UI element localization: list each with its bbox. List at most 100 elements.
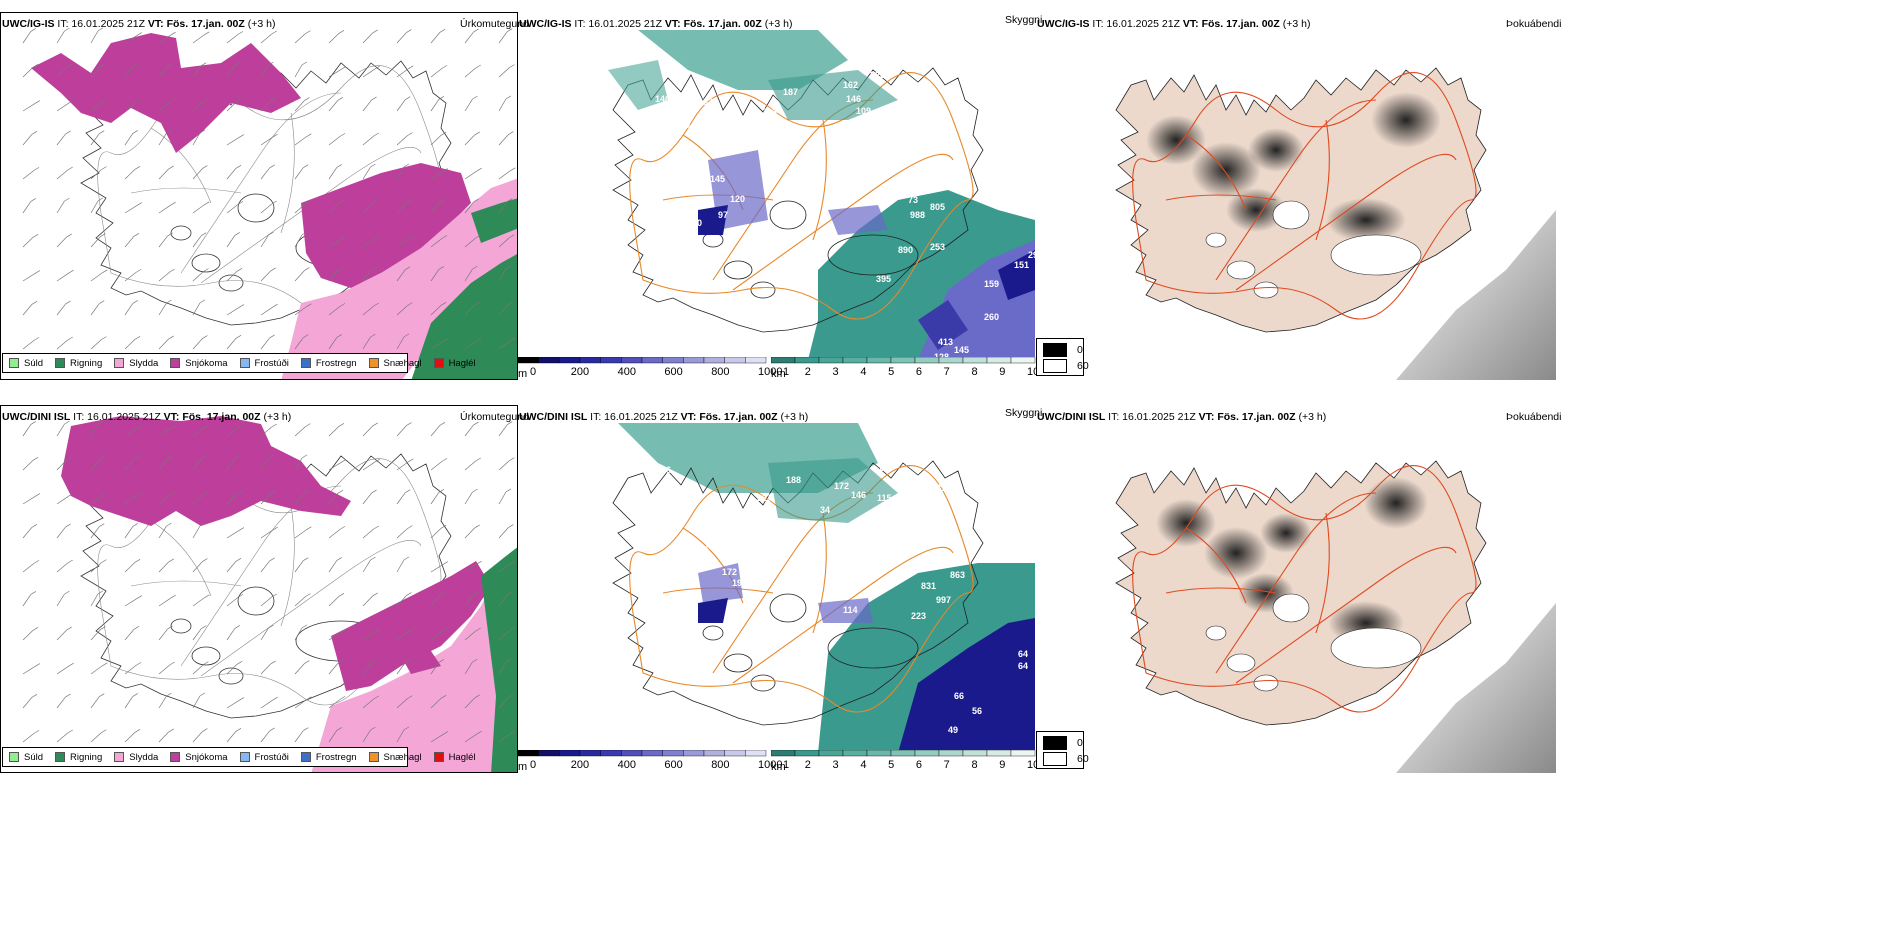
legend-swatch: [368, 752, 379, 762]
visibility-value-label: 198: [732, 578, 747, 588]
colorbar-cell: [517, 749, 539, 757]
visibility-value-label: 128: [934, 352, 949, 360]
legend-item: Frostúði: [239, 752, 289, 763]
colorbar-cell: [538, 356, 560, 364]
colorbar-cell: [745, 356, 767, 364]
fog-legend-top: 0 60: [1036, 338, 1089, 376]
legend-swatch: [433, 358, 444, 368]
visibility-value-label: 64: [1018, 661, 1028, 671]
colorbar-cell: [579, 356, 601, 364]
colorbar-km-svg: [770, 356, 1036, 364]
colorbar-cell: [724, 356, 746, 364]
visibility-value-label: 49: [948, 725, 958, 735]
visibility-value-label: 988: [910, 210, 925, 220]
fog-map: [1036, 423, 1556, 773]
precip-map: [1, 13, 518, 380]
legend-swatch: [9, 358, 19, 368]
colorbar-tick: 400: [617, 759, 636, 771]
visibility-panel-bottom: 150 74 81 146 115 188 172 227 34 476 466 172 198 116 1…: [518, 423, 1035, 753]
legend-item: Snjókoma: [170, 752, 228, 763]
visibility-value-label: 863: [950, 570, 965, 580]
colorbar-cell: [559, 749, 581, 757]
legend-swatch: [368, 358, 379, 368]
visibility-value-label: 227: [757, 493, 772, 503]
colorbar-tick: 8: [971, 759, 978, 771]
fog-panel-bottom: [1036, 423, 1556, 773]
colorbar-cell: [559, 356, 581, 364]
legend-item: Slydda: [114, 752, 158, 763]
visibility-value-label: 295: [1028, 250, 1035, 260]
colorbar-tick: 600: [664, 759, 683, 771]
colorbar-cell: [662, 356, 684, 364]
colorbar-tick: 1: [783, 366, 790, 378]
legend-swatch: [55, 752, 66, 762]
colorbar-gradient: [517, 356, 767, 364]
colorbar-cell: [641, 356, 663, 364]
colorbar-cell: [866, 356, 892, 364]
visibility-value-label: 109: [856, 106, 871, 116]
legend-swatch: [170, 358, 181, 368]
colorbar-meters-svg: [517, 356, 767, 364]
colorbar-tick: 2: [804, 366, 811, 378]
colorbar-cell: [724, 749, 746, 757]
visibility-value-label: 359: [675, 120, 690, 130]
visibility-value-label: 146: [846, 94, 861, 104]
fog-header-top: UWC/IG-IS IT: 16.01.2025 21Z VT: Fös. 17…: [1037, 18, 1311, 30]
precip-panel-bottom: [0, 405, 518, 773]
precip-header-top: UWC/IG-IS IT: 16.01.2025 21Z VT: Fös. 17…: [2, 18, 276, 30]
visibility-value-label: 831: [921, 581, 936, 591]
visibility-value-label: 74: [916, 493, 926, 503]
fog-legend-black: 0: [1043, 736, 1083, 750]
colorbar-cell: [517, 356, 539, 364]
visibility-panel-top: 226 98 113 162 146 109 187 393 146 339 359 145 120 97…: [518, 30, 1035, 360]
visibility-value-label: 64: [1018, 649, 1028, 659]
legend-swatch: [239, 752, 250, 762]
legend-swatch: [300, 358, 311, 368]
colorbar-cell: [938, 749, 964, 757]
visibility-value-label: 115: [877, 493, 892, 503]
visibility-value-label: 97: [718, 210, 728, 220]
visibility-value-label: 98: [922, 87, 932, 97]
colorbar-tick: 4: [860, 366, 867, 378]
colorbar-tick: 7: [943, 366, 950, 378]
colorbar-tick: 0: [530, 759, 537, 771]
visibility-value-label: 151: [1014, 260, 1029, 270]
legend-item: Rigning: [55, 752, 102, 763]
legend-item: Rigning: [55, 358, 102, 369]
colorbar-cell: [890, 356, 916, 364]
colorbar-meters-top: m 0 200 400 600 800 1000: [517, 356, 782, 380]
visibility-value-label: 890: [898, 245, 913, 255]
colorbar-unit: km: [771, 368, 786, 380]
legend-item: Frostúði: [239, 358, 289, 369]
visibility-value-label: 34: [820, 505, 830, 515]
colorbar-tick: 4: [860, 759, 867, 771]
visibility-header-top: UWC/IG-IS IT: 16.01.2025 21Z VT: Fös. 17…: [519, 18, 793, 30]
visibility-value-label: 752: [926, 560, 941, 570]
colorbar-cell: [703, 356, 725, 364]
colorbar-tick: 6: [915, 759, 922, 771]
colorbar-cell: [890, 749, 916, 757]
visibility-value-label: 113: [896, 94, 911, 104]
colorbar-tick: 0: [530, 366, 537, 378]
colorbar-gradient: [770, 356, 1036, 364]
visibility-header-bottom: UWC/DINI ISL IT: 16.01.2025 21Z VT: Fös.…: [519, 411, 809, 423]
visibility-value-label: 90: [692, 218, 702, 228]
legend-swatch: [114, 752, 125, 762]
colorbar-meters-bottom: m 0 200 400 600 800 1000: [517, 749, 782, 773]
fog-header-bottom: UWC/DINI ISL IT: 16.01.2025 21Z VT: Fös.…: [1037, 411, 1327, 423]
legend-item: Snjókoma: [170, 358, 228, 369]
colorbar-cell: [986, 749, 1012, 757]
legend-item: Súld: [9, 752, 43, 763]
colorbar-tick: 9: [999, 366, 1006, 378]
colorbar-cell: [770, 749, 796, 757]
fog-legend-white: 60: [1043, 752, 1089, 766]
visibility-value-label: 120: [730, 194, 745, 204]
fog-panel-top: [1036, 30, 1556, 380]
visibility-value-label: 288: [805, 169, 820, 179]
colorbar-tick: 8: [971, 366, 978, 378]
visibility-value-label: 159: [984, 279, 999, 289]
colorbar-tick: 6: [915, 366, 922, 378]
colorbar-cell: [745, 749, 767, 757]
